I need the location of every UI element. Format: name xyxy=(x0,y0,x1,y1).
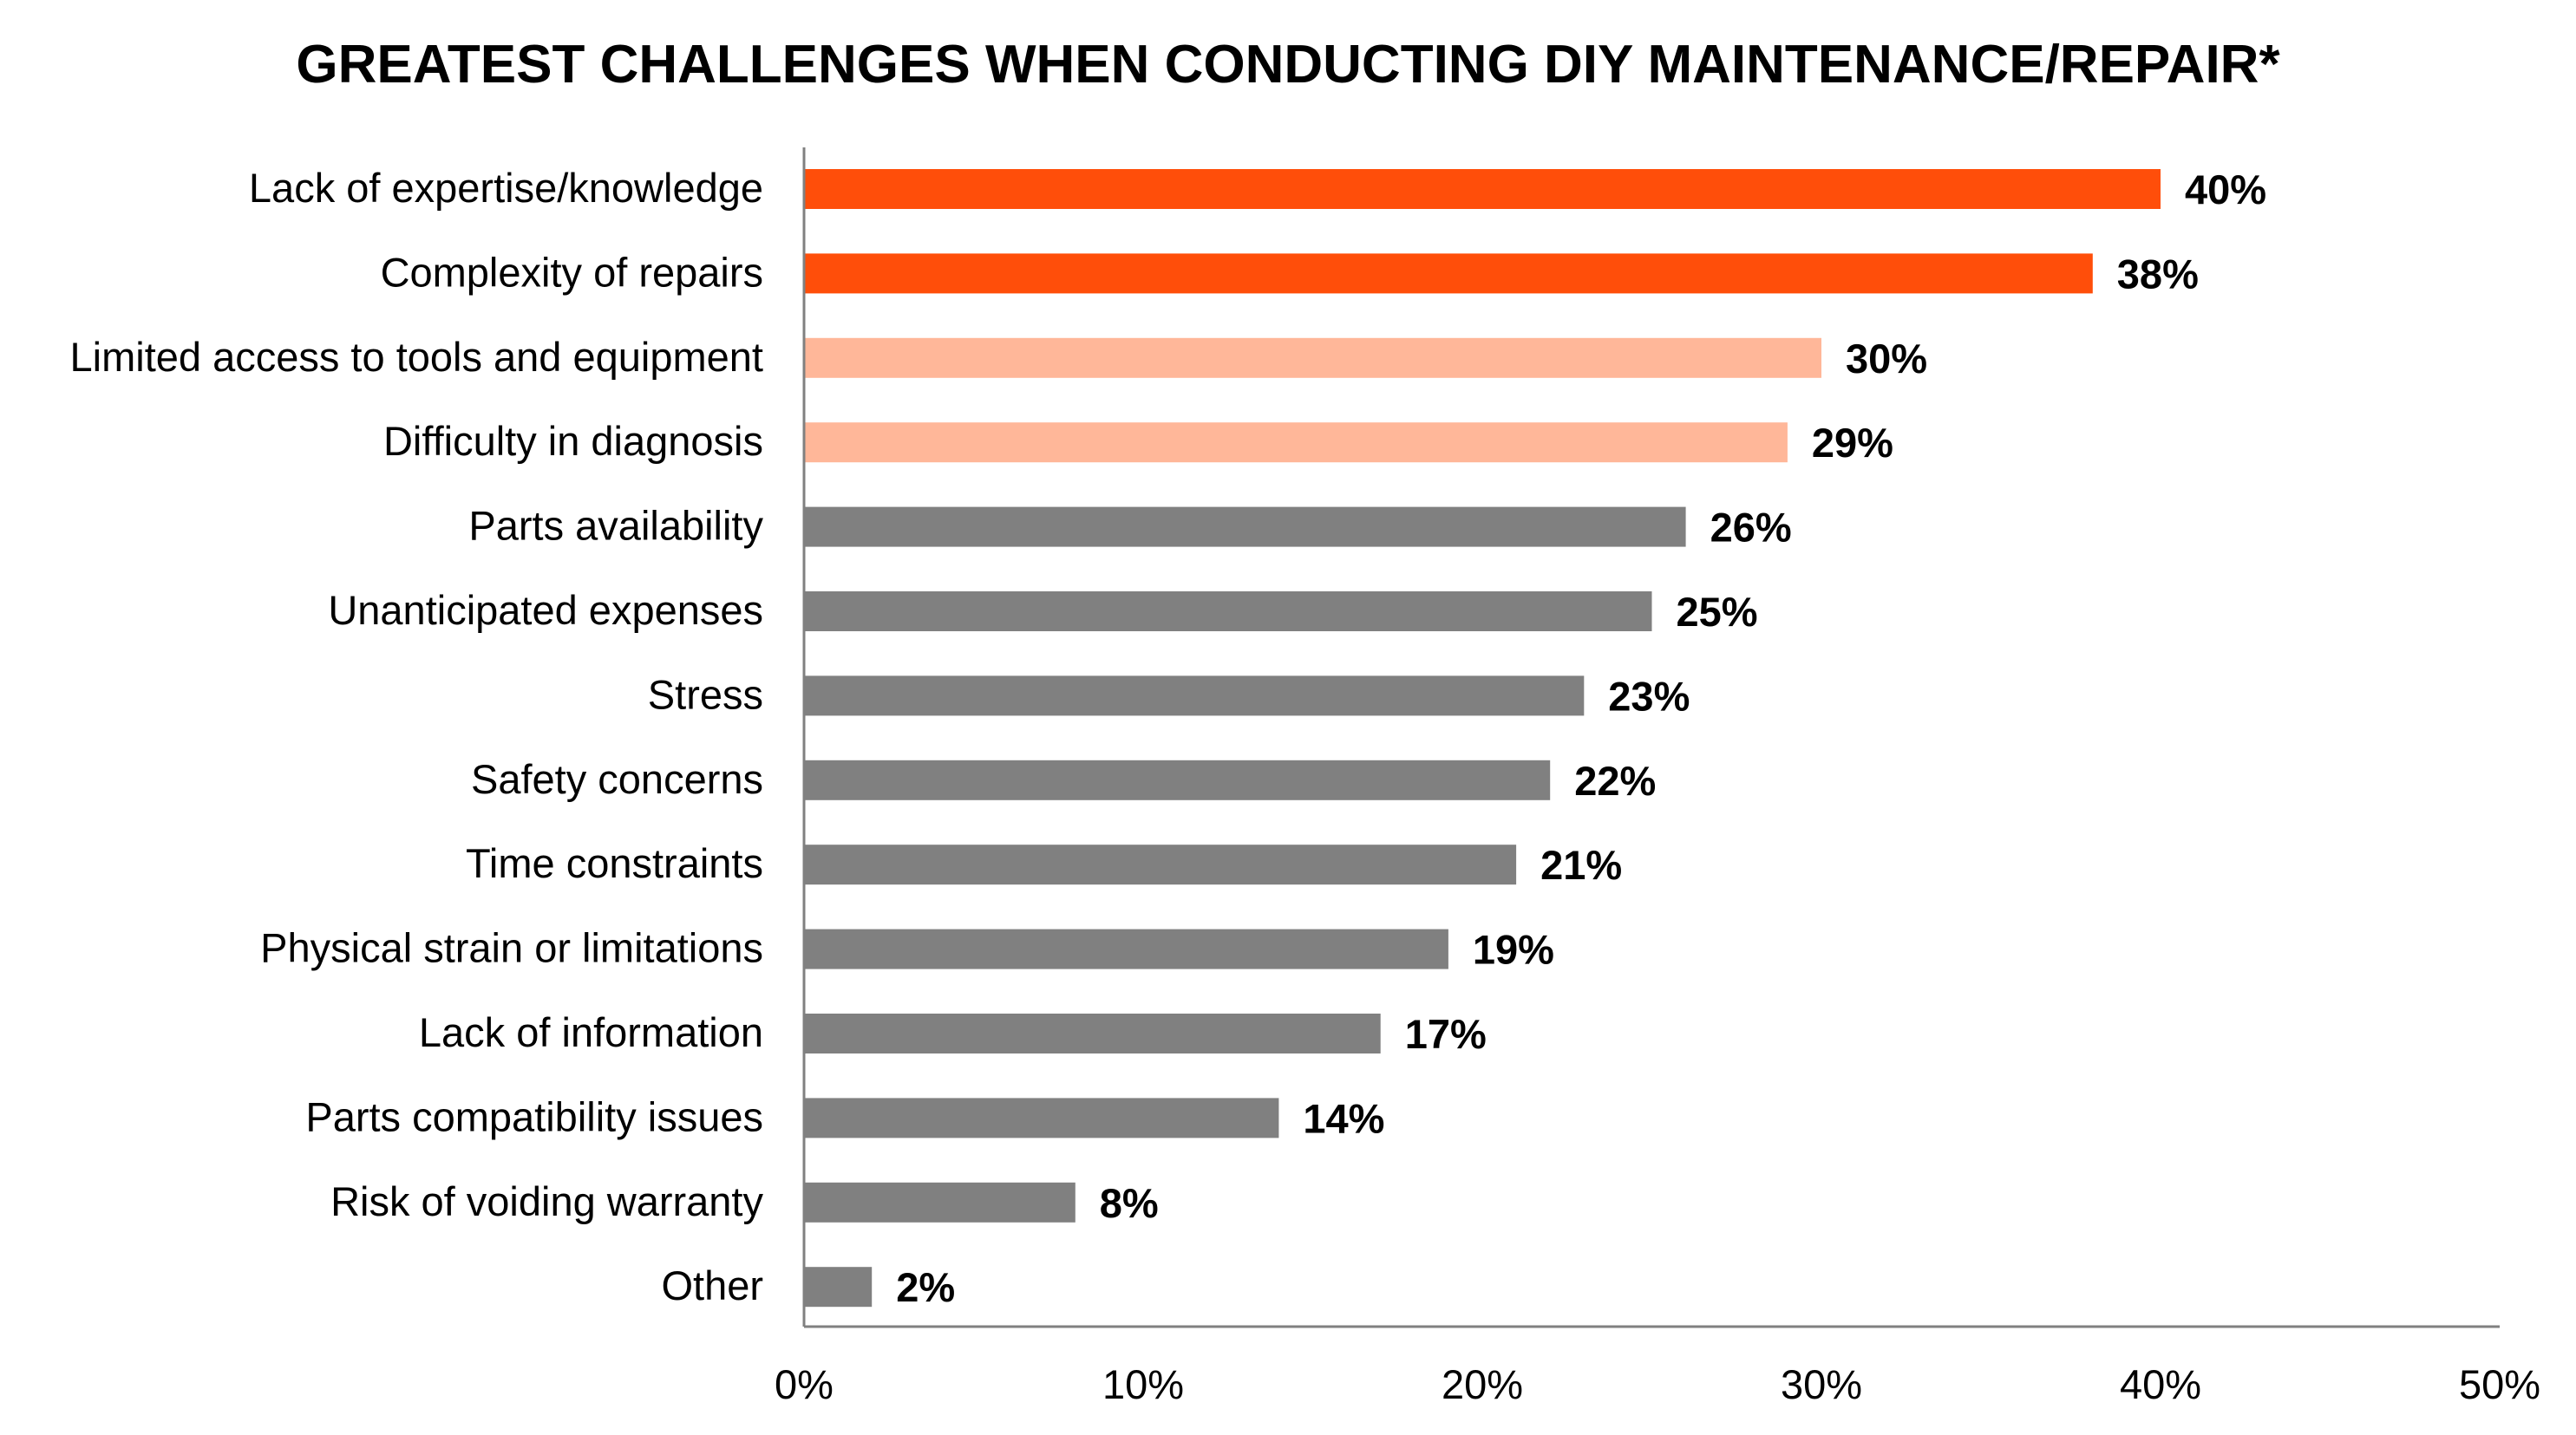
category-label: Stress xyxy=(648,671,763,717)
chart-title: GREATEST CHALLENGES WHEN CONDUCTING DIY … xyxy=(296,35,2280,95)
value-label: 19% xyxy=(1473,927,1554,973)
category-label: Unanticipated expenses xyxy=(328,587,763,633)
value-label: 26% xyxy=(1710,505,1792,551)
bar xyxy=(804,1267,873,1308)
category-label: Time constraints xyxy=(466,840,763,886)
category-label: Difficulty in diagnosis xyxy=(383,418,763,464)
bar xyxy=(804,591,1652,631)
category-label: Physical strain or limitations xyxy=(260,925,763,971)
axes xyxy=(802,147,2500,1328)
bar xyxy=(804,169,2161,209)
value-labels: 40% 38% 30% 29% 26% 25% 23% 22% 21% 19% 17% 14% 8% 2% xyxy=(896,166,2266,1310)
category-label: Other xyxy=(661,1262,763,1308)
bar xyxy=(804,1014,1381,1053)
value-label: 14% xyxy=(1303,1095,1384,1141)
x-tick-label: 40% xyxy=(2120,1361,2201,1407)
bar xyxy=(804,1098,1279,1138)
bar xyxy=(804,337,1821,378)
x-tick-label: 10% xyxy=(1102,1361,1184,1407)
category-label: Complexity of repairs xyxy=(381,249,763,295)
bar xyxy=(804,845,1517,885)
value-label: 17% xyxy=(1405,1011,1487,1057)
bar xyxy=(804,253,2093,294)
value-label: 23% xyxy=(1608,673,1690,719)
value-label: 21% xyxy=(1540,842,1622,888)
x-tick-label: 30% xyxy=(1781,1361,1862,1407)
value-label: 40% xyxy=(2185,166,2266,212)
bar xyxy=(804,929,1448,969)
value-label: 25% xyxy=(1677,589,1758,635)
value-label: 38% xyxy=(2117,251,2199,297)
category-labels: Lack of expertise/knowledge Complexity of… xyxy=(70,165,764,1308)
value-label: 30% xyxy=(1846,336,1927,382)
x-tick-labels: 0% 10% 20% 30% 40% 50% xyxy=(775,1361,2540,1407)
x-tick-label: 50% xyxy=(2459,1361,2540,1407)
value-label: 2% xyxy=(896,1264,955,1310)
category-label: Safety concerns xyxy=(471,756,763,802)
bar xyxy=(804,675,1585,716)
bar xyxy=(804,422,1788,463)
bar xyxy=(804,506,1686,547)
category-label: Parts availability xyxy=(468,503,763,549)
category-label: Lack of information xyxy=(419,1009,763,1055)
category-label: Risk of voiding warranty xyxy=(330,1178,763,1224)
x-tick-label: 0% xyxy=(775,1361,834,1407)
value-label: 22% xyxy=(1574,758,1656,804)
category-label: Lack of expertise/knowledge xyxy=(249,165,763,211)
value-label: 29% xyxy=(1812,420,1893,466)
bar xyxy=(804,760,1551,800)
bar xyxy=(804,1182,1076,1223)
category-label: Limited access to tools and equipment xyxy=(70,334,763,380)
x-tick-label: 20% xyxy=(1442,1361,1523,1407)
category-label: Parts compatibility issues xyxy=(305,1093,763,1139)
bars-layer xyxy=(804,169,2161,1308)
value-label: 8% xyxy=(1100,1180,1159,1226)
